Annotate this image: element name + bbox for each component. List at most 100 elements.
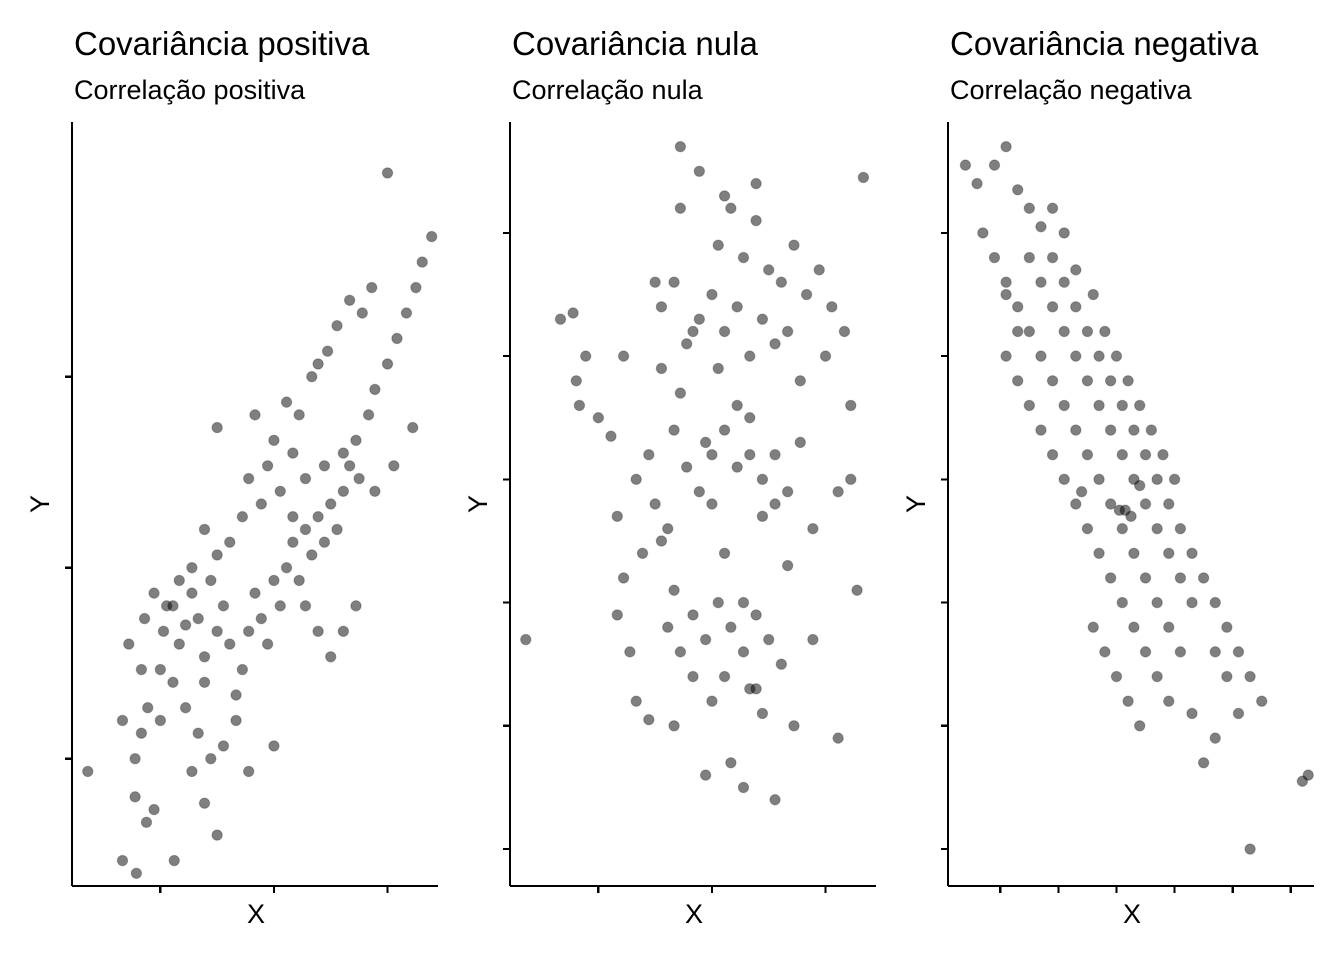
data-point	[668, 584, 680, 596]
data-point	[1116, 522, 1128, 535]
data-point	[706, 288, 718, 301]
data-point	[205, 574, 217, 587]
data-point	[1151, 522, 1163, 535]
data-point	[668, 720, 680, 732]
data-point	[1012, 375, 1024, 387]
data-point	[769, 449, 781, 461]
data-point	[337, 625, 350, 638]
data-point	[794, 375, 806, 387]
data-point	[851, 584, 863, 596]
data-point	[135, 663, 148, 676]
data-point	[1174, 522, 1187, 535]
data-point	[142, 702, 154, 714]
data-point	[756, 313, 769, 325]
y-axis-title: Y	[25, 495, 55, 513]
data-point	[781, 325, 794, 338]
data-point	[130, 867, 143, 879]
data-point	[959, 159, 972, 171]
data-point	[718, 325, 731, 338]
data-point	[337, 447, 350, 459]
data-point	[306, 549, 318, 561]
data-point	[1023, 202, 1036, 214]
data-point	[744, 412, 756, 424]
data-point	[857, 171, 870, 184]
data-point	[1058, 325, 1070, 338]
data-point	[718, 547, 731, 559]
data-point	[1151, 473, 1163, 486]
data-point	[807, 633, 819, 646]
data-point	[1046, 301, 1059, 313]
data-point	[274, 600, 286, 612]
data-point	[274, 485, 286, 497]
data-point	[287, 511, 299, 523]
data-point	[630, 473, 642, 486]
data-point	[693, 485, 706, 498]
data-point	[369, 485, 381, 497]
chart-title: Covariância positiva	[74, 25, 370, 62]
data-point	[1058, 473, 1070, 486]
data-point	[845, 399, 857, 412]
data-point	[832, 732, 844, 744]
data-point	[217, 600, 230, 612]
data-point	[312, 358, 324, 370]
data-point	[845, 473, 857, 486]
data-point	[1023, 251, 1036, 264]
data-point	[242, 765, 255, 778]
y-axis-title: Y	[901, 495, 931, 513]
data-point	[157, 625, 170, 638]
data-point	[306, 370, 318, 383]
data-point	[699, 436, 712, 449]
data-point	[781, 485, 794, 498]
data-point	[788, 720, 800, 732]
data-point	[1070, 264, 1082, 276]
data-point	[1104, 572, 1117, 584]
data-point	[211, 549, 223, 561]
data-point	[242, 625, 255, 638]
data-point	[343, 294, 356, 306]
data-point	[160, 600, 173, 612]
data-point	[668, 424, 680, 436]
data-point	[744, 449, 756, 461]
data-point	[369, 383, 381, 396]
data-point	[1070, 498, 1082, 510]
data-point	[318, 460, 331, 472]
data-point	[573, 399, 586, 412]
data-point	[662, 522, 674, 535]
data-point	[605, 430, 617, 442]
data-point	[1035, 276, 1047, 288]
data-point	[611, 510, 623, 523]
plot-area	[503, 122, 876, 893]
data-point	[655, 301, 668, 313]
data-point	[813, 264, 825, 276]
data-point	[750, 177, 762, 190]
data-point	[293, 409, 305, 421]
data-point	[186, 561, 198, 574]
data-point	[242, 472, 255, 485]
data-point	[1163, 621, 1175, 633]
data-point	[687, 609, 699, 621]
data-point	[1186, 547, 1198, 559]
data-point	[1128, 547, 1140, 559]
data-point	[312, 625, 324, 638]
data-point	[1087, 288, 1099, 301]
data-point	[1163, 695, 1175, 707]
data-point	[971, 177, 983, 190]
data-point	[988, 251, 1001, 264]
data-point	[655, 362, 668, 375]
data-point	[1221, 621, 1233, 633]
chart-subtitle: Correlação nula	[512, 75, 704, 105]
data-point	[255, 612, 268, 625]
data-point	[224, 536, 236, 548]
data-point	[706, 695, 718, 707]
data-point	[135, 727, 148, 739]
data-point	[312, 511, 324, 523]
data-point	[1168, 473, 1181, 486]
data-point	[1093, 399, 1105, 412]
data-point	[388, 460, 400, 472]
data-point	[794, 436, 806, 449]
data-point	[230, 714, 242, 727]
data-point	[1075, 485, 1088, 498]
data-point	[198, 797, 211, 809]
data-point	[712, 362, 724, 375]
data-point	[643, 449, 655, 461]
